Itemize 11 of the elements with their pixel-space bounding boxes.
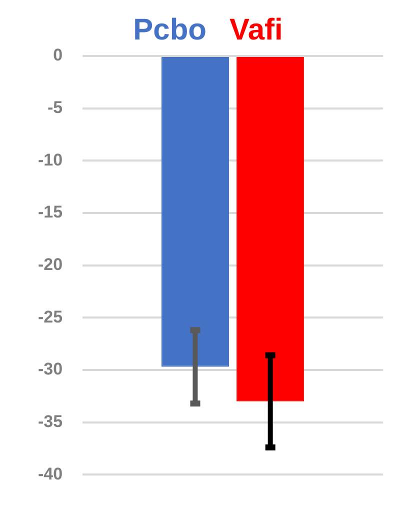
- y-tick-label: -20: [38, 254, 63, 274]
- y-tick-label: -35: [38, 412, 63, 431]
- y-tick-label: -25: [38, 307, 63, 326]
- y-tick-label: -40: [38, 464, 63, 484]
- y-tick-label: -5: [47, 98, 63, 118]
- y-tick-label: -10: [38, 150, 63, 170]
- y-tick-label: -30: [38, 360, 63, 379]
- y-tick-label: 0: [53, 46, 63, 65]
- y-tick-label: -15: [38, 202, 63, 222]
- series-label: Pcbo: [133, 13, 207, 46]
- series-label: Vafi: [229, 13, 283, 46]
